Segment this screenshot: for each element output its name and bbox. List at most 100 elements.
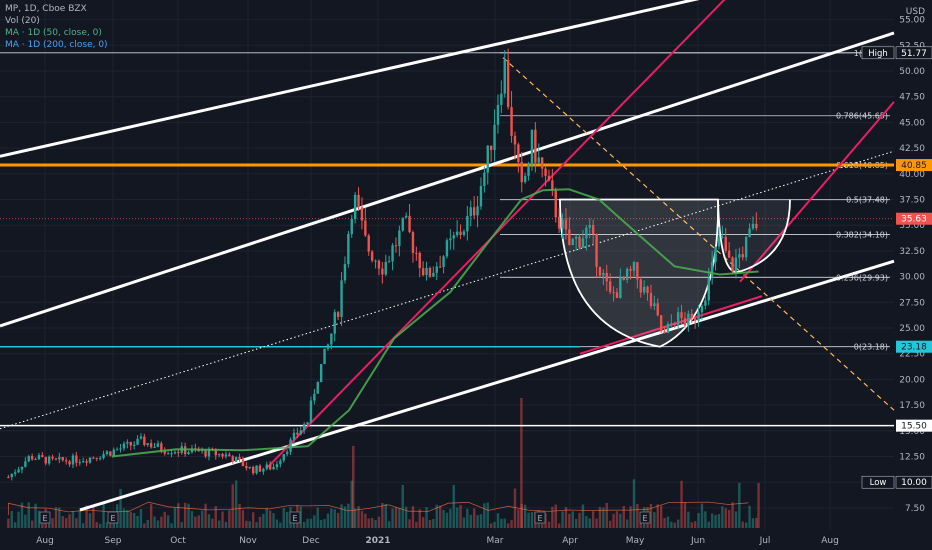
candle-body [214, 449, 217, 456]
candle-body [367, 235, 370, 252]
candle-body [571, 238, 574, 246]
volume-bar [466, 508, 469, 528]
volume-bar [367, 518, 370, 528]
volume-bar [126, 510, 129, 528]
volume-bar [132, 512, 136, 528]
time-tick-label: May [626, 536, 645, 546]
candle-body [187, 452, 190, 455]
dashed-downtrend-line[interactable] [502, 57, 895, 411]
channel-middle-line[interactable] [0, 31, 895, 328]
price-label-15.50: 15.50 [896, 419, 932, 432]
price-tick-label: 32.50 [899, 247, 925, 257]
candle-body [98, 458, 102, 460]
volume-bar [153, 516, 156, 528]
price-tick-label: 42.50 [899, 144, 925, 154]
volume-bar [506, 523, 510, 528]
volume-bar [10, 511, 13, 528]
volume-bar [231, 484, 234, 528]
volume-bar [401, 484, 404, 528]
candle-body [673, 323, 676, 325]
candle-body [374, 260, 377, 262]
candle-body [289, 439, 292, 452]
volume-bar [513, 488, 517, 528]
candle-body [122, 443, 126, 449]
volume-bar [204, 503, 207, 528]
price-axis[interactable]: 55.00 52.50 50.00 47.50 45.00 42.50 40.00 37.50… [899, 7, 925, 514]
price-tick-label: 20.00 [899, 375, 925, 385]
candle-body [102, 454, 105, 459]
candle-body [401, 217, 404, 231]
candle-body [319, 364, 323, 383]
volume-bar [520, 398, 523, 528]
red-trend-line[interactable] [267, 0, 730, 468]
volume-bar [41, 519, 44, 528]
volume-bar [472, 508, 476, 528]
volume-bar [105, 522, 109, 528]
fib-level-label: 0.236(29.93) [836, 273, 888, 282]
candle-body [717, 237, 721, 247]
candle-body [656, 303, 659, 316]
time-tick-label: Aug [36, 536, 54, 546]
candle-body [605, 272, 608, 282]
volume-bar [738, 482, 741, 528]
volume-bar [13, 522, 17, 528]
horizontal-lines[interactable] [0, 52, 894, 427]
volume-bar [398, 508, 401, 528]
volume-bar [527, 512, 530, 528]
earnings-marker[interactable] [107, 511, 119, 524]
candle-body [119, 448, 122, 450]
volume-bar [445, 512, 449, 528]
candle-body [547, 175, 551, 181]
candle-body [149, 443, 153, 448]
volume-bar [265, 507, 268, 528]
volume-bar [299, 506, 302, 528]
candle-body [251, 466, 255, 474]
candle-body [619, 277, 622, 298]
candle-body [241, 459, 245, 467]
candle-body [700, 305, 704, 313]
time-tick-label: Oct [170, 536, 186, 546]
candle-body [591, 225, 595, 234]
parallel-channel[interactable] [0, 0, 895, 512]
volume-bar [24, 514, 27, 528]
candle-body [670, 323, 673, 325]
volume-bar [602, 507, 605, 528]
legend-ma200[interactable]: MA · 1D (200, close, 0) [5, 40, 108, 50]
candle-body [442, 256, 445, 268]
channel-upper-line[interactable] [0, 0, 706, 158]
volume-bar [585, 515, 588, 528]
legend-volume[interactable]: Vol (20) [5, 16, 40, 26]
dotted-trend-line[interactable] [0, 150, 895, 430]
candle-body [85, 461, 88, 463]
earnings-marker[interactable] [534, 511, 546, 524]
volume-bar [605, 502, 608, 528]
candle-body [425, 267, 428, 276]
legend-ma50[interactable]: MA · 1D (50, close, 0) [5, 28, 102, 38]
candle-body [78, 462, 81, 464]
red-handle-trend-line[interactable] [739, 101, 895, 283]
time-axis[interactable]: Aug Sep Oct Nov Dec 2021 Mar Apr May Jun Jul Aug [36, 536, 839, 546]
price-label-51.77: High 51.77 [861, 46, 932, 60]
volume-bar [102, 503, 105, 528]
time-tick-label: Jul [759, 536, 771, 546]
earnings-marker[interactable] [639, 511, 651, 524]
candle-body [724, 236, 727, 251]
volume-bar [245, 520, 248, 528]
volume-bar [656, 504, 659, 528]
candle-body [228, 454, 231, 457]
candle-body [10, 473, 13, 478]
volume-bar [357, 506, 360, 528]
candle-body [693, 317, 697, 321]
volume-bar [360, 510, 364, 528]
volume-bar [452, 484, 455, 528]
earnings-marker[interactable] [289, 511, 301, 524]
volume-bar [139, 509, 143, 528]
volume-bar [425, 507, 428, 528]
legend-symbol[interactable]: MP, 1D, Cboe BZX [5, 4, 87, 14]
earnings-marker[interactable] [39, 511, 51, 524]
volume-bar [574, 518, 578, 528]
candle-body [24, 461, 27, 467]
channel-lower-line[interactable] [79, 259, 895, 512]
